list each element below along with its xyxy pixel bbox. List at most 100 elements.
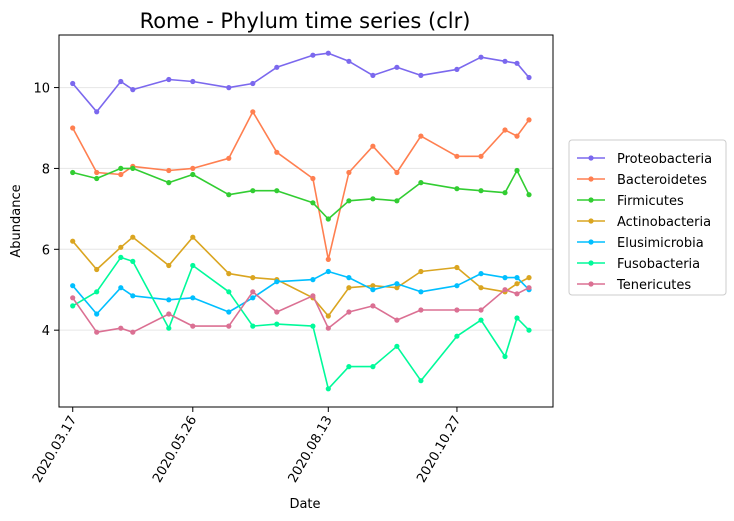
data-point — [70, 283, 76, 289]
data-point — [274, 321, 280, 327]
data-point — [346, 275, 352, 281]
data-point — [274, 149, 280, 155]
data-point — [514, 281, 520, 287]
data-point — [418, 133, 424, 139]
data-point — [478, 188, 484, 194]
data-point — [310, 52, 316, 58]
data-point — [190, 165, 196, 171]
data-point — [394, 169, 400, 176]
data-point — [514, 275, 520, 281]
data-point — [166, 76, 172, 83]
data-point — [310, 200, 316, 206]
data-point — [70, 303, 76, 309]
data-point — [94, 109, 100, 115]
data-point — [394, 198, 400, 204]
x-axis: 2020.03.17 2020.05.26 2020.08.13 2020.10.27 — [30, 407, 464, 485]
data-point — [454, 283, 460, 289]
data-point — [502, 127, 508, 133]
x-tick-label: 2020.03.17 — [30, 414, 80, 486]
data-point — [166, 297, 172, 303]
data-point — [94, 289, 100, 295]
data-point — [250, 275, 256, 281]
data-point — [310, 277, 316, 283]
series-firmicutes — [70, 165, 532, 222]
data-point — [166, 311, 172, 317]
data-point — [226, 192, 232, 198]
series-proteobacteria — [70, 50, 532, 115]
legend-entry: Fusobacteria — [617, 257, 700, 272]
series-actinobacteria — [70, 234, 532, 319]
legend-swatch-marker — [588, 281, 594, 287]
data-point — [325, 313, 331, 319]
data-point — [454, 66, 460, 72]
legend-entry: Elusimicrobia — [617, 236, 704, 251]
data-point — [118, 285, 124, 291]
y-tick-label: 6 — [42, 243, 50, 258]
data-point — [70, 80, 76, 87]
data-point — [514, 167, 520, 174]
data-point — [325, 256, 331, 262]
data-point — [418, 180, 424, 186]
series-line — [72, 256, 530, 390]
data-point — [514, 315, 520, 321]
data-point — [130, 329, 136, 335]
y-axis: 4 6 8 10 — [33, 82, 59, 339]
data-point — [226, 271, 232, 277]
data-point — [274, 64, 280, 70]
data-point — [478, 317, 484, 323]
data-point — [394, 317, 400, 323]
data-point — [250, 188, 256, 194]
series-group — [70, 50, 532, 392]
data-point — [394, 285, 400, 291]
legend-swatch-marker — [588, 239, 594, 245]
data-point — [190, 171, 196, 178]
series-line — [72, 286, 530, 334]
data-point — [478, 285, 484, 291]
data-point — [370, 283, 376, 289]
data-point — [346, 58, 352, 64]
legend-entry: Actinobacteria — [617, 215, 711, 230]
plot-area-frame — [58, 34, 554, 408]
data-point — [118, 254, 124, 260]
data-point — [250, 80, 256, 87]
data-point — [166, 167, 172, 174]
series-tenericutes — [70, 285, 532, 335]
data-point — [346, 309, 352, 315]
data-point — [418, 72, 424, 78]
data-point — [370, 72, 376, 78]
series-elusimicrobia — [70, 268, 532, 317]
data-point — [190, 262, 196, 269]
data-point — [526, 327, 532, 333]
data-point — [130, 234, 136, 240]
data-point — [190, 295, 196, 301]
data-point — [418, 268, 424, 275]
legend-swatch-marker — [588, 260, 594, 266]
data-point — [454, 307, 460, 313]
data-point — [346, 198, 352, 204]
data-point — [454, 333, 460, 339]
data-point — [346, 285, 352, 291]
data-point — [454, 153, 460, 159]
data-point — [418, 378, 424, 384]
legend-swatch-marker — [588, 155, 594, 161]
data-point — [190, 78, 196, 85]
data-point — [502, 287, 508, 293]
data-point — [394, 343, 400, 349]
data-point — [94, 169, 100, 176]
data-point — [118, 171, 124, 178]
data-point — [250, 289, 256, 295]
legend-swatch-marker — [588, 218, 594, 224]
chart-title: Rome - Phylum time series (clr) — [140, 9, 471, 33]
data-point — [70, 125, 76, 131]
data-point — [346, 169, 352, 176]
data-point — [526, 74, 532, 81]
data-point — [118, 165, 124, 171]
data-point — [118, 78, 124, 85]
data-point — [394, 281, 400, 287]
data-point — [70, 238, 76, 244]
data-point — [325, 386, 331, 392]
data-point — [478, 54, 484, 60]
data-point — [325, 216, 331, 222]
data-point — [226, 323, 232, 329]
